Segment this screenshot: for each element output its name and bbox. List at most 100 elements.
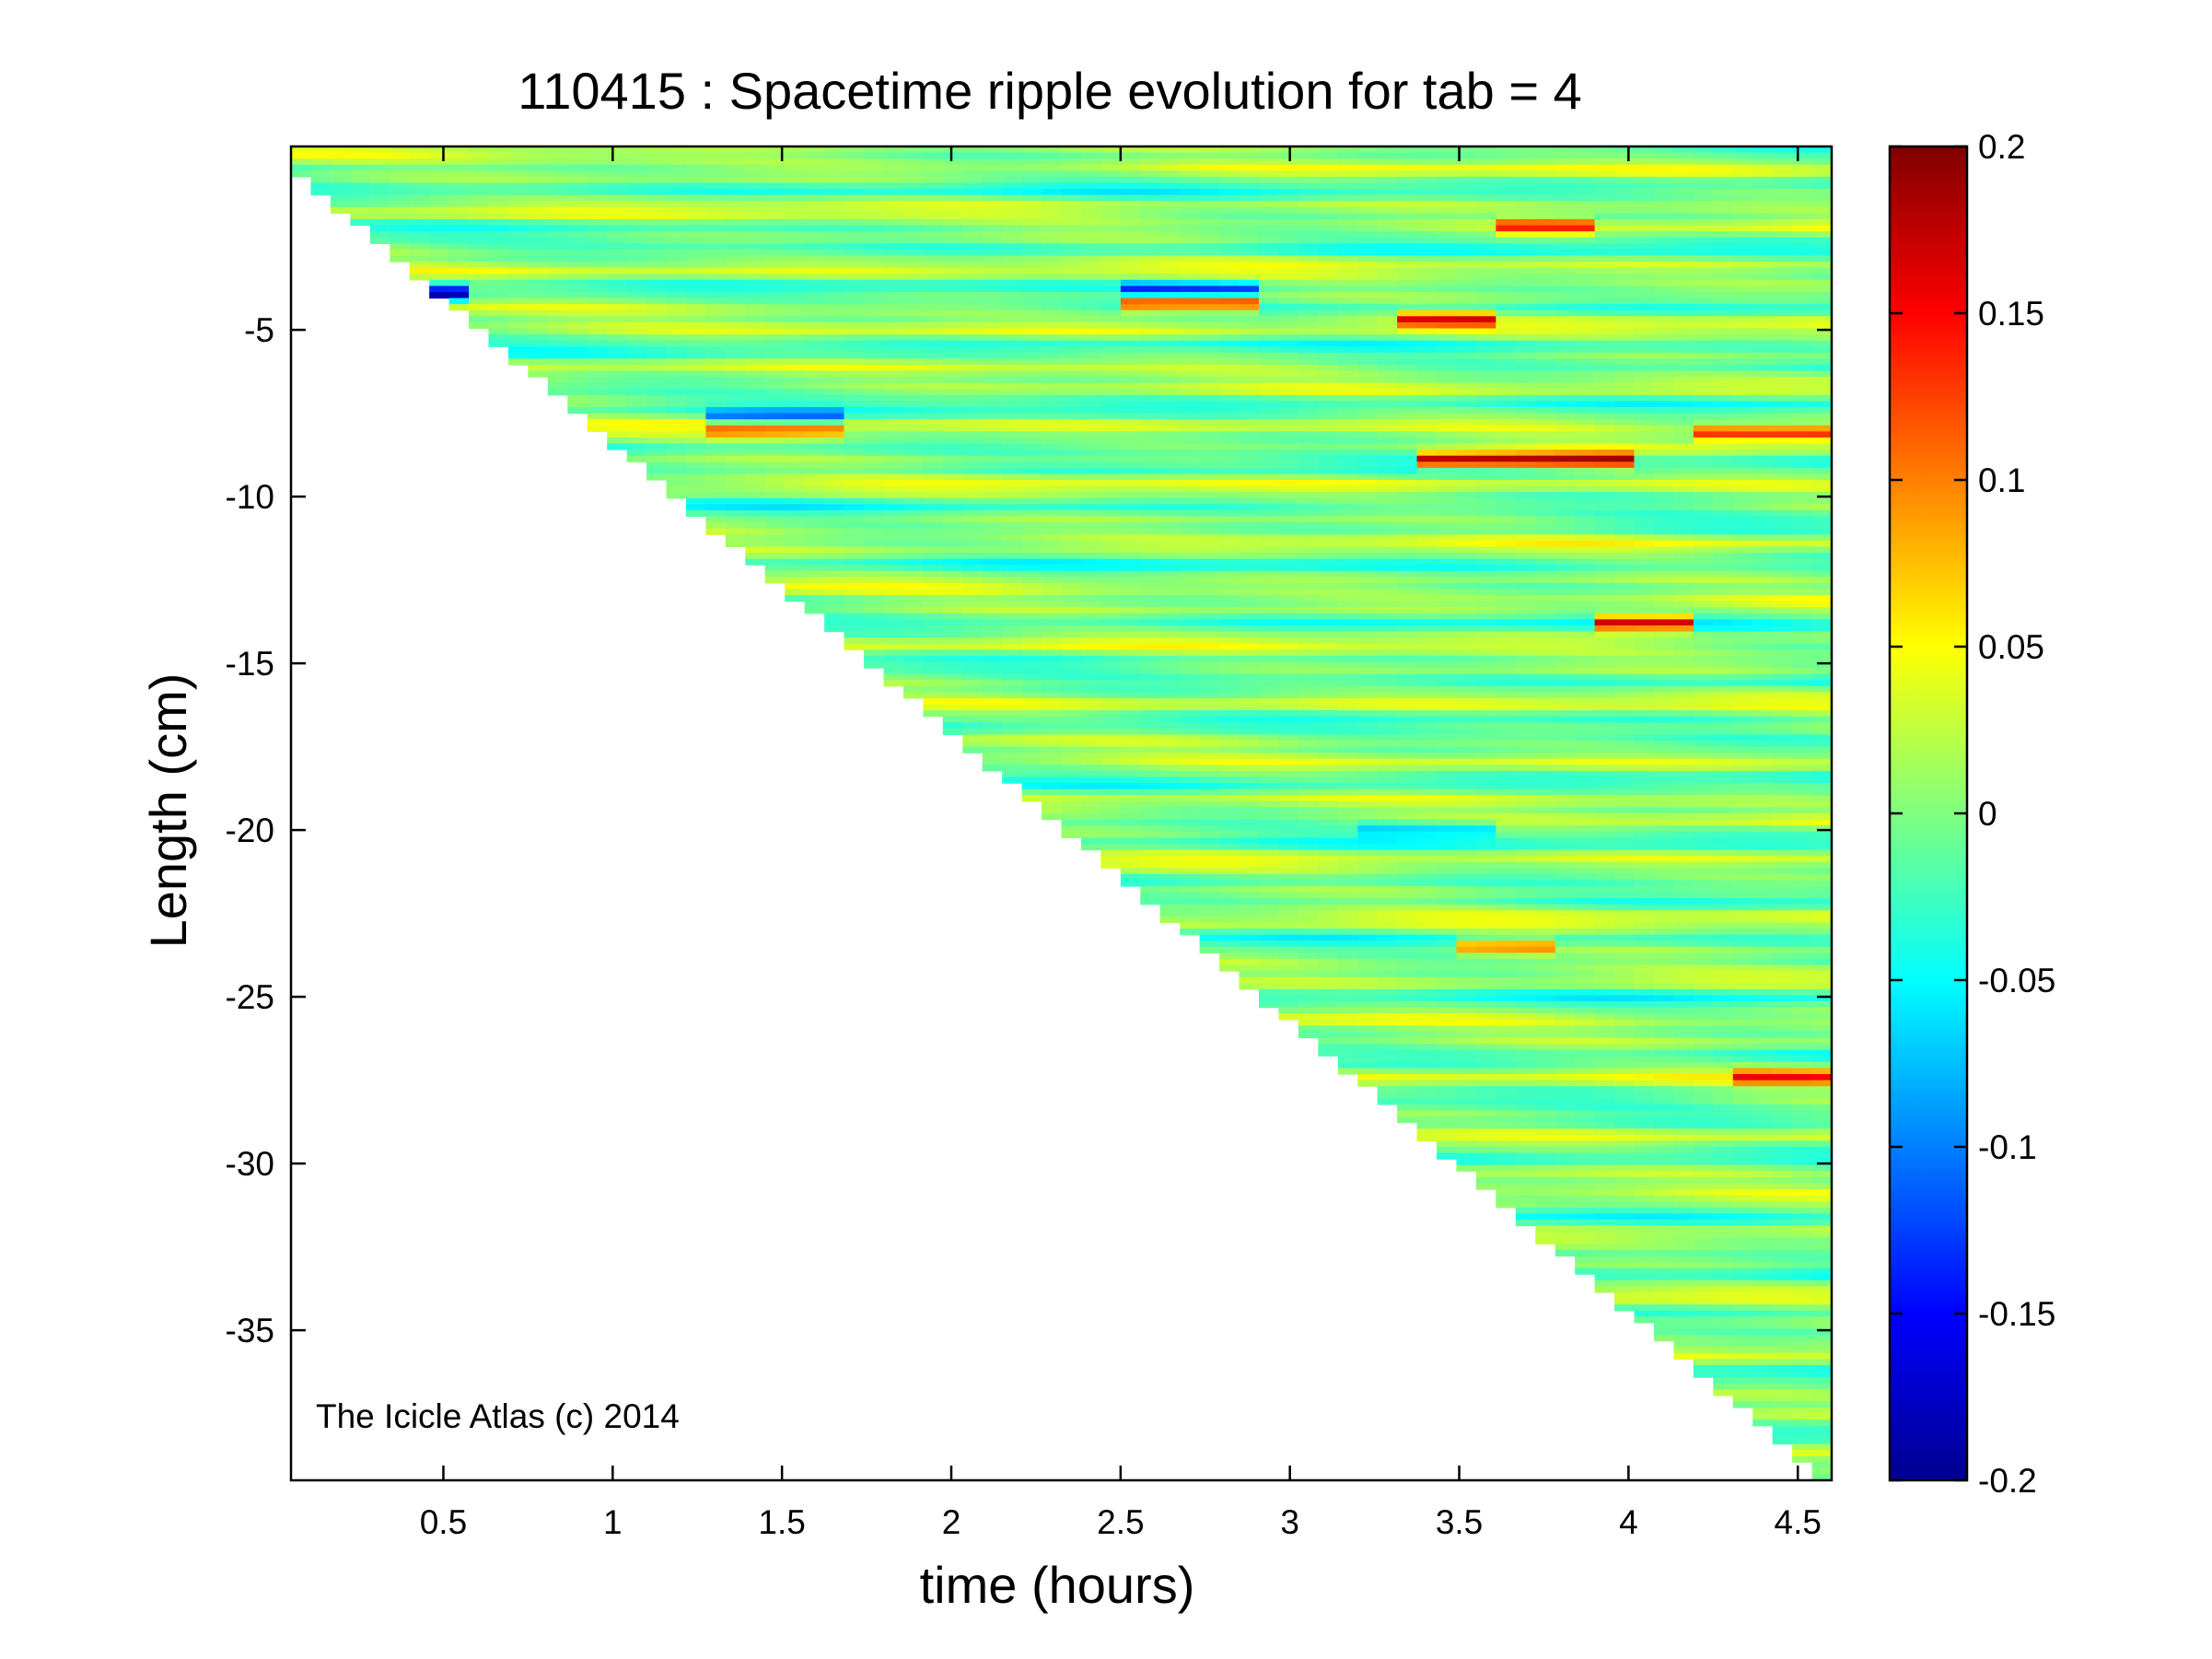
heatmap-cell [1357,1049,1379,1057]
heatmap-cell [469,310,490,317]
heatmap-cell [1120,783,1141,790]
heatmap-cell [1100,334,1122,342]
heatmap-cell [1061,534,1082,542]
heatmap-cell [1397,1044,1418,1051]
heatmap-cell [804,370,825,378]
heatmap-cell [1337,1025,1358,1033]
heatmap-cell [1180,873,1201,881]
heatmap-cell [1140,189,1161,196]
heatmap-cell [785,419,806,426]
heatmap-cell [1140,770,1161,778]
heatmap-cell [1180,304,1201,311]
heatmap-cell [1416,419,1438,426]
heatmap-cell [1318,1019,1339,1026]
heatmap-cell [1159,643,1181,650]
heatmap-cell [923,267,944,275]
heatmap-cell [1180,522,1201,530]
heatmap-cell [1199,898,1220,905]
heatmap-cell [587,218,608,227]
heatmap-cell [1377,480,1398,487]
heatmap-cell [1180,146,1201,154]
heatmap-cell [1278,746,1299,754]
heatmap-cell [1100,352,1122,359]
heatmap-cell [1278,971,1299,978]
heatmap-cell [469,249,490,257]
heatmap-cell [587,298,608,305]
heatmap-cell [1318,213,1339,220]
heatmap-cell [1159,328,1181,335]
heatmap-cell [844,619,865,626]
heatmap-cell [1298,613,1319,620]
heatmap-cell [1278,370,1299,378]
heatmap-cell [962,631,984,638]
heatmap-cell [962,274,984,281]
heatmap-cell [1298,182,1319,190]
heatmap-cell [1042,201,1063,208]
heatmap-cell [1397,358,1418,366]
heatmap-cell [1318,704,1339,711]
heatmap-cell [1258,988,1280,997]
heatmap-cell [1416,673,1438,681]
heatmap-cell [1061,218,1082,227]
heatmap-cell [607,340,628,347]
heatmap-cell [1318,382,1339,390]
heatmap-cell [864,346,885,354]
heatmap-cell [1080,722,1101,730]
heatmap-cell [1239,346,1260,354]
heatmap-cell [902,201,924,208]
heatmap-cell [1278,582,1299,590]
heatmap-cell [1397,218,1418,227]
heatmap-cell [567,407,588,415]
heatmap-cell [646,218,668,227]
heatmap-cell [1337,807,1358,814]
heatmap-cell [1061,364,1082,372]
heatmap-cell [1298,995,1319,1002]
heatmap-cell [685,346,707,354]
heatmap-cell [824,377,845,384]
heatmap-cell [1002,274,1023,281]
heatmap-cell [962,637,984,645]
heatmap-cell [764,492,786,499]
heatmap-cell [1278,437,1299,445]
heatmap-cell [1318,364,1339,372]
heatmap-cell [1437,540,1458,547]
heatmap-cell [1239,394,1260,403]
heatmap-cell [1258,819,1280,826]
heatmap-cell [666,382,687,390]
heatmap-cell [1258,194,1280,202]
heatmap-cell [1061,194,1082,202]
heatmap-cell [1258,582,1280,590]
heatmap-cell [864,552,885,560]
heatmap-cell [1318,528,1339,535]
heatmap-cell [1239,249,1260,257]
heatmap-cell [764,504,786,511]
heatmap-cell [982,334,1003,342]
heatmap-cell [1357,589,1379,596]
heatmap-cell [1180,661,1201,669]
heatmap-cell [1002,382,1023,390]
heatmap-cell [567,249,588,257]
heatmap-cell [1080,286,1101,293]
heatmap-cell [685,304,707,311]
heatmap-cell [507,310,529,317]
heatmap-cell [824,249,845,257]
heatmap-cell [824,346,845,354]
heatmap-cell [1397,789,1418,796]
heatmap-cell [1437,582,1458,590]
heatmap-cell [1258,201,1280,208]
heatmap-cell [587,328,608,335]
heatmap-cell [1278,577,1299,584]
heatmap-cell [1318,837,1339,845]
heatmap-cell [745,431,766,438]
heatmap-cell [923,680,944,687]
heatmap-cell [1199,310,1220,317]
heatmap-cell [587,262,608,269]
heatmap-cell [1416,291,1438,299]
heatmap-cell [1397,885,1418,894]
heatmap-cell [1377,213,1398,220]
heatmap-cell [1219,267,1240,275]
heatmap-cell [1219,450,1240,457]
heatmap-cell [1180,734,1201,742]
heatmap-cell [685,407,707,415]
heatmap-cell [1080,661,1101,669]
